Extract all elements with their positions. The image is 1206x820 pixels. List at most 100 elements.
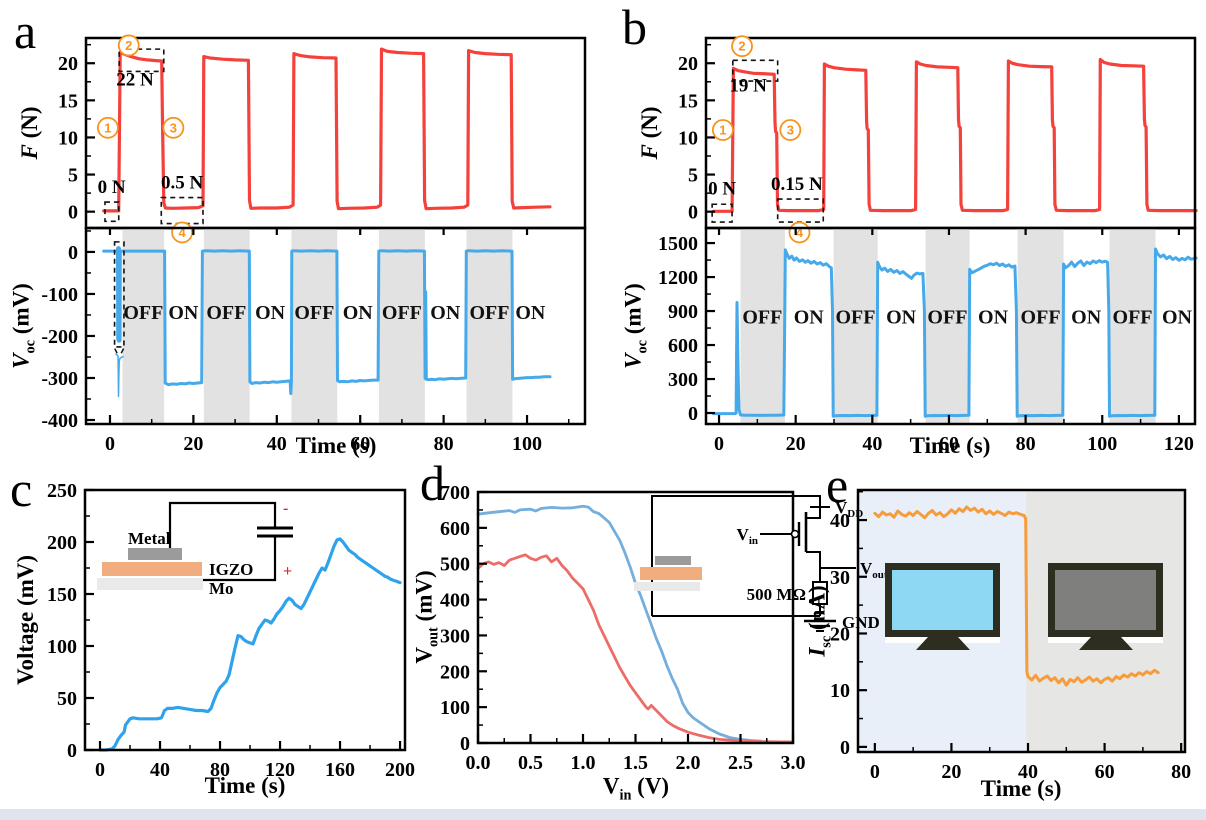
shading-band xyxy=(1017,228,1064,424)
state-label: ON xyxy=(255,302,286,324)
inset-mo-layer xyxy=(634,582,700,591)
isc-trace xyxy=(873,505,1160,687)
x-tick-label: 80 xyxy=(434,433,454,455)
y-tick-label: -300 xyxy=(41,368,78,390)
x-tick-label: 40 xyxy=(267,433,287,455)
x-tick-label: 80 xyxy=(1016,433,1036,455)
y-tick-label: 15 xyxy=(678,90,698,112)
y-tick-label: -100 xyxy=(41,284,78,306)
plot-border xyxy=(856,488,1187,754)
monitor-off-icon xyxy=(1048,563,1163,650)
state-label: OFF xyxy=(382,302,422,324)
state-label: ON xyxy=(1162,306,1193,328)
x-tick-label: 40 xyxy=(150,759,170,781)
annotation-label: 0.5 N xyxy=(161,173,204,194)
shading-band xyxy=(833,228,878,424)
dashed-annotation-box xyxy=(104,201,120,223)
igzo-label: IGZO xyxy=(209,560,253,579)
y-tick-label: 150 xyxy=(47,584,77,606)
state-label: ON xyxy=(886,306,917,328)
plus-sign: + xyxy=(283,563,292,580)
force-trace-a xyxy=(102,47,552,213)
annotation-label: 0 N xyxy=(708,179,736,200)
x-tick-label: 0 xyxy=(870,761,880,783)
y-tick-label: 20 xyxy=(678,53,698,75)
y-tick-label: 15 xyxy=(58,90,78,112)
d-inset-circuit: VDD Vin Vout 500 MΩ GND xyxy=(634,495,888,632)
circled-number-icon xyxy=(96,116,119,139)
y-tick-label: 0 xyxy=(688,403,698,425)
wire xyxy=(651,495,821,616)
x-tick-label: 1.0 xyxy=(571,752,596,774)
x-tick-label: 0.0 xyxy=(466,752,491,774)
monitor-screen-on xyxy=(892,570,993,630)
chart-b-force: 0 5 10 15 20 19 N 0 N 0.15 N 1 2 3 4 xyxy=(678,35,1198,244)
x-tick-label: 60 xyxy=(939,433,959,455)
x-tick-label: 20 xyxy=(786,433,806,455)
chart-b-voc: OFF ON OFF ON OFF ON OFF ON OFF ON0 20 40 60 80 100 120… xyxy=(658,226,1198,455)
dashed-annotation-box xyxy=(711,203,733,223)
circled-number-text: 4 xyxy=(796,225,804,240)
y-tick-label: 0 xyxy=(460,733,470,755)
y-tick-label: 0 xyxy=(67,740,77,762)
circled-number-text: 3 xyxy=(170,120,177,135)
circled-number-text: 1 xyxy=(104,120,111,135)
panel-letter-c: c xyxy=(10,461,33,517)
state-label: OFF xyxy=(835,306,875,328)
dashed-annotation-box xyxy=(160,196,204,225)
shading-band xyxy=(740,228,785,424)
shading-band xyxy=(925,228,970,424)
dashed-annotation-box xyxy=(732,59,779,82)
e-xlabel: Time (s) xyxy=(980,776,1062,801)
x-tick-label: 2.5 xyxy=(728,752,753,774)
x-tick-label: 40 xyxy=(862,433,882,455)
y-tick-label: 10 xyxy=(678,127,698,149)
panel-letter-d: d xyxy=(420,455,445,511)
monitor-on-icon xyxy=(885,563,1000,650)
state-label: OFF xyxy=(294,302,334,324)
monitor-stand xyxy=(1079,637,1133,650)
state-label: OFF xyxy=(1021,306,1061,328)
x-tick-label: 60 xyxy=(350,433,370,455)
panel-letter-e: e xyxy=(826,457,849,513)
y-tick-label: -400 xyxy=(41,410,78,432)
resistor xyxy=(812,581,828,605)
wire xyxy=(168,501,277,548)
plot-border xyxy=(704,226,1197,426)
x-tick-label: 0.5 xyxy=(518,752,543,774)
state-label: ON xyxy=(978,306,1009,328)
inset-igzo-layer xyxy=(640,567,702,580)
circled-number-text: 2 xyxy=(125,38,132,53)
y-tick-label: 10 xyxy=(830,680,850,702)
annotation-label: 22 N xyxy=(116,70,154,91)
x-tick-label: 0 xyxy=(95,759,105,781)
x-tick-label: 60 xyxy=(1095,761,1115,783)
state-label: OFF xyxy=(1113,306,1153,328)
y-tick-label: 5 xyxy=(688,165,698,187)
shading-band xyxy=(122,228,165,424)
shading-band xyxy=(378,228,425,424)
voc-spike-magnified-a xyxy=(115,353,124,398)
b-xlabel: Time (s) xyxy=(909,433,991,458)
x-tick-label: 120 xyxy=(265,759,295,781)
x-tick-label: 200 xyxy=(385,759,415,781)
vin-label: Vin xyxy=(737,525,758,547)
state-label: ON xyxy=(168,302,199,324)
plot-border xyxy=(84,226,587,426)
wire xyxy=(203,536,277,582)
state-label: OFF xyxy=(927,306,967,328)
y-tick-label: 600 xyxy=(440,518,470,540)
page-bottom-strip xyxy=(0,809,1206,820)
annotation-label: 0.15 N xyxy=(771,174,823,195)
state-label: OFF xyxy=(742,306,782,328)
y-tick-label: 10 xyxy=(58,127,78,149)
x-tick-label: 100 xyxy=(512,433,542,455)
x-tick-label: 100 xyxy=(1087,433,1117,455)
vdd-label: VDD xyxy=(835,498,863,520)
voc-initial-spike-a xyxy=(116,246,122,343)
charging-voltage-trace xyxy=(98,537,402,752)
y-tick-label: 900 xyxy=(668,301,698,323)
brace-line xyxy=(120,348,125,354)
